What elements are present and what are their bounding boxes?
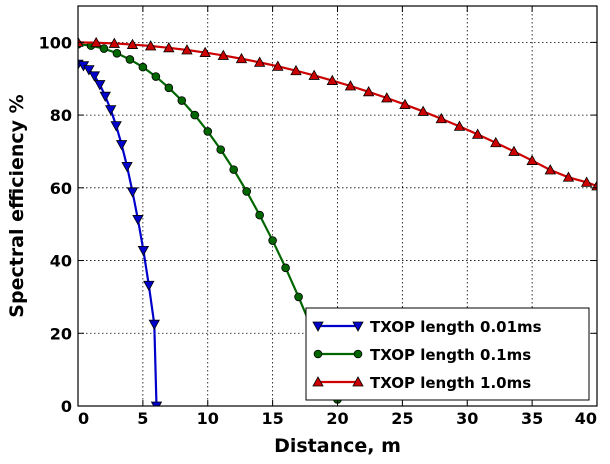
series-1-point (143, 280, 155, 292)
series-3-point (508, 145, 520, 156)
series-1-point (126, 187, 139, 198)
series-2-point (112, 48, 122, 58)
series-1 (78, 59, 163, 406)
series-3-point (199, 46, 211, 57)
y-tick-label: 100 (39, 33, 72, 52)
series-1-point (94, 80, 106, 91)
series-2-point (164, 83, 174, 93)
series-3-point (272, 60, 284, 71)
y-tick-label: 20 (50, 324, 72, 343)
series-3-point (163, 41, 175, 53)
x-tick-label: 30 (456, 409, 478, 428)
legend-marker-2 (313, 349, 323, 359)
series-2-point (242, 187, 251, 196)
series-1-point (121, 161, 133, 173)
series-3-point (544, 164, 556, 175)
series-3-point (381, 92, 393, 103)
series-line-1 (78, 63, 158, 406)
series-1-point (110, 121, 122, 132)
series-3-point (526, 154, 538, 165)
series-3-point (181, 44, 193, 55)
series-3-point (417, 105, 429, 116)
series-3 (78, 36, 597, 191)
legend-marker-2 (353, 349, 363, 359)
series-2-point (190, 110, 200, 120)
series-3-point (290, 64, 302, 76)
legend-label-1: TXOP length 0.01ms (370, 318, 542, 336)
y-tick-label: 80 (50, 106, 72, 125)
y-axis-label: Spectral efficiency % (6, 94, 28, 317)
series-3-point (90, 36, 102, 48)
series-3-point (580, 176, 593, 187)
legend-marker-3 (352, 376, 364, 387)
series-2-point (281, 263, 290, 273)
series-2-point (216, 145, 226, 154)
series-2-point (255, 210, 264, 220)
series-2-point (177, 96, 187, 105)
series-3-point (562, 171, 575, 182)
y-tick-label: 40 (50, 252, 72, 271)
series-2-point (268, 236, 277, 245)
series-3-point (144, 40, 157, 51)
series-1-point (99, 91, 111, 103)
series-1-point (115, 140, 128, 151)
legend-label-3: TXOP length 1.0ms (370, 374, 531, 392)
x-tick-label: 35 (521, 409, 543, 428)
series-3-point (217, 49, 229, 60)
series-3-point (490, 136, 502, 148)
legend-label-2: TXOP length 0.1ms (370, 346, 531, 364)
legend-marker-1 (352, 321, 364, 332)
series-1-point (83, 65, 95, 76)
series-2-point (229, 165, 239, 174)
series-1-point (148, 319, 160, 331)
series-3-point (471, 128, 484, 139)
series-1-point (150, 401, 163, 406)
x-axis-label: Distance, m (274, 435, 401, 457)
series-3-point (435, 112, 447, 124)
series-3-point (344, 80, 357, 91)
legend-marker-1 (312, 321, 324, 332)
legend-marker-3 (312, 376, 324, 387)
series-3-point (399, 98, 411, 109)
x-tick-label: 0 (78, 409, 89, 428)
y-tick-label: 60 (50, 179, 72, 198)
series-2-point (99, 44, 109, 53)
series-2-point (138, 62, 148, 72)
y-tick-label: 0 (61, 397, 72, 416)
series-2-point (151, 72, 161, 81)
series-3-point (235, 52, 248, 64)
series-1-point (105, 105, 117, 116)
series-3-point (108, 37, 121, 48)
series-3-point (453, 120, 466, 131)
axis-ticks: 0 5 10 15 20 25 30 35 40 0 20 40 60 80 100 (39, 6, 598, 428)
x-tick-label: 5 (137, 409, 148, 428)
series-3-point (126, 38, 139, 49)
series-1-point (137, 245, 150, 257)
series-3-point (253, 56, 266, 67)
x-tick-label: 20 (326, 409, 348, 428)
series-3-point (362, 85, 375, 97)
x-tick-label: 25 (391, 409, 413, 428)
series-2-point (203, 127, 213, 136)
x-tick-label: 15 (261, 409, 283, 428)
series-2-point (294, 292, 303, 302)
plot-series (78, 36, 597, 406)
series-3-point (308, 69, 320, 80)
legend: TXOP length 0.01ms TXOP length 0.1ms TXOP … (305, 307, 590, 401)
series-2-point (125, 55, 135, 64)
series-3-point (326, 74, 338, 85)
series-1-point (132, 215, 144, 226)
x-tick-label: 10 (197, 409, 219, 428)
series-1-point (88, 71, 101, 82)
x-tick-label: 40 (575, 409, 597, 428)
